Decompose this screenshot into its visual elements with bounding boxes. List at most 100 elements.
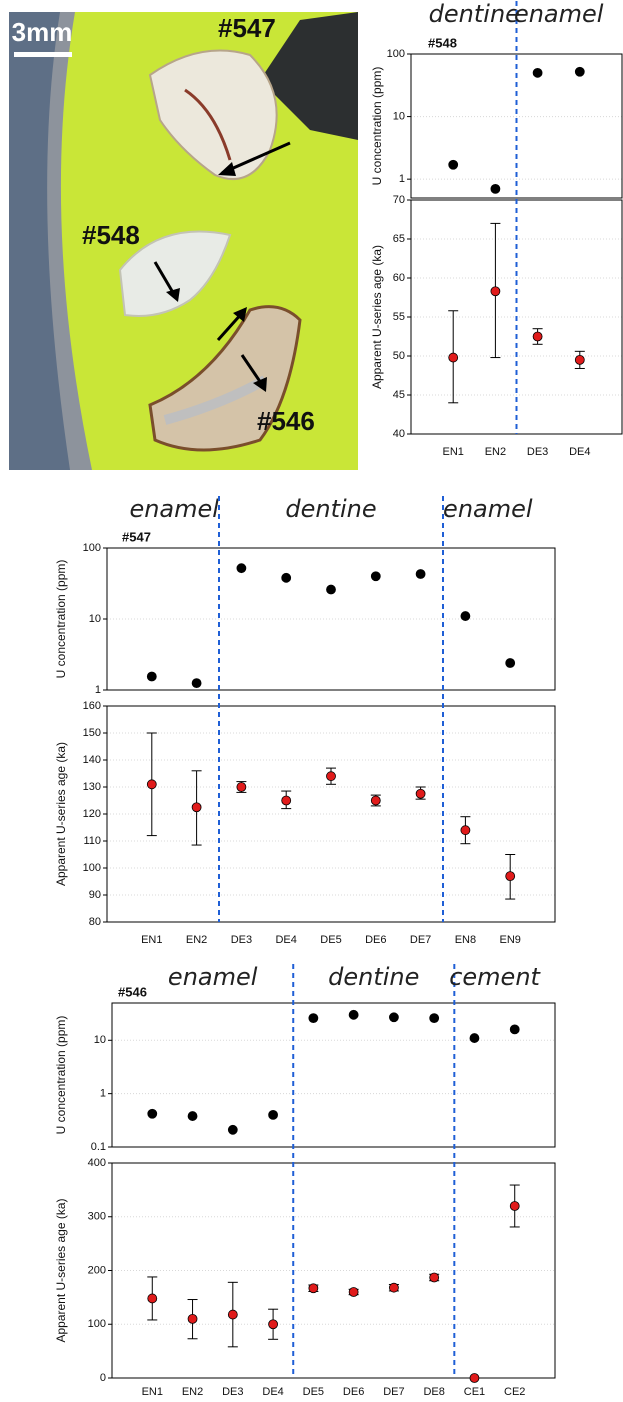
y-tick-label: 40: [393, 428, 405, 440]
data-point: [460, 825, 471, 836]
y-tick-label: 1: [100, 1088, 106, 1100]
data-point: [505, 871, 516, 881]
data-point: [505, 658, 516, 668]
y-tick-label: 400: [88, 1157, 106, 1169]
data-point: [326, 584, 336, 595]
data-point: [532, 67, 543, 78]
data-point: [415, 569, 426, 579]
x-tick-label: DE7: [410, 934, 431, 946]
data-point: [236, 782, 247, 792]
data-point: [370, 795, 381, 806]
region-label: enamel: [168, 963, 258, 991]
plot-frame: [410, 53, 623, 199]
data-point: [389, 1012, 399, 1023]
y-axis-label: U concentration (ppm): [54, 560, 68, 679]
y-axis-label: Apparent U-series age (ka): [54, 1198, 68, 1342]
y-tick-label: 1: [399, 173, 405, 185]
data-point: [509, 1024, 520, 1035]
y-tick-label: 120: [83, 808, 101, 820]
data-point: [348, 1009, 359, 1020]
x-tick-label: EN1: [141, 934, 162, 946]
region-label: enamel: [443, 495, 533, 523]
chart-title: #546: [118, 984, 147, 999]
data-point: [191, 678, 202, 689]
data-point: [227, 1124, 238, 1135]
x-tick-label: DE4: [262, 1386, 283, 1398]
y-tick-label: 160: [83, 700, 101, 712]
y-tick-label: 65: [393, 233, 405, 245]
region-label: enamel: [514, 0, 604, 28]
data-point: [469, 1033, 480, 1043]
y-axis-label: U concentration (ppm): [370, 67, 384, 186]
y-tick-label: 100: [387, 48, 405, 60]
y-tick-label: 100: [83, 862, 101, 874]
data-point: [187, 1313, 198, 1324]
data-point: [308, 1013, 319, 1024]
data-point: [574, 66, 585, 77]
y-tick-label: 90: [89, 889, 101, 901]
data-point: [191, 802, 202, 813]
region-label: cement: [449, 963, 541, 991]
data-point: [146, 779, 157, 790]
chart-title: #548: [428, 35, 457, 50]
specimen-label: #548: [82, 220, 140, 250]
data-point: [236, 563, 247, 574]
y-tick-label: 45: [393, 389, 405, 401]
y-tick-label: 70: [393, 194, 405, 206]
x-tick-label: DE8: [423, 1386, 444, 1398]
x-tick-label: EN2: [182, 1386, 203, 1398]
data-point: [415, 788, 426, 799]
y-tick-label: 55: [393, 311, 405, 323]
data-point: [460, 611, 471, 621]
x-tick-label: DE5: [303, 1386, 324, 1398]
x-tick-label: EN2: [186, 934, 207, 946]
specimen-label: #546: [257, 406, 315, 436]
data-point: [389, 1282, 399, 1293]
x-tick-label: EN9: [499, 934, 520, 946]
region-label: dentine: [285, 495, 376, 523]
y-axis-label: Apparent U-series age (ka): [54, 742, 68, 886]
data-point: [146, 671, 157, 682]
data-point: [326, 771, 336, 782]
y-tick-label: 150: [83, 727, 101, 739]
data-point: [490, 183, 501, 194]
y-tick-label: 100: [83, 542, 101, 554]
y-axis-label: U concentration (ppm): [54, 1016, 68, 1135]
y-tick-label: 100: [88, 1318, 106, 1330]
x-tick-label: DE6: [365, 934, 386, 946]
data-point: [469, 1373, 480, 1383]
x-tick-label: DE3: [222, 1386, 243, 1398]
x-tick-label: DE6: [343, 1386, 364, 1398]
y-tick-label: 10: [94, 1034, 106, 1046]
x-tick-label: DE3: [231, 934, 252, 946]
data-point: [281, 572, 292, 583]
plot-frame: [106, 705, 556, 923]
x-tick-label: DE3: [527, 446, 548, 458]
region-label: dentine: [328, 963, 419, 991]
specimen-label: #547: [218, 13, 276, 43]
data-point: [147, 1293, 158, 1304]
x-tick-label: EN1: [142, 1386, 163, 1398]
chart-title: #547: [122, 529, 151, 544]
data-point: [147, 1108, 158, 1119]
x-tick-label: DE5: [320, 934, 341, 946]
data-point: [448, 159, 459, 170]
data-point: [227, 1309, 238, 1320]
y-axis-label: Apparent U-series age (ka): [370, 245, 384, 389]
data-point: [509, 1201, 520, 1211]
y-tick-label: 1: [95, 684, 101, 696]
x-tick-label: CE2: [504, 1386, 525, 1398]
data-point: [348, 1287, 359, 1297]
y-tick-label: 200: [88, 1264, 106, 1276]
data-point: [281, 795, 292, 806]
data-point: [574, 354, 585, 365]
y-tick-label: 140: [83, 754, 101, 766]
data-point: [429, 1013, 440, 1024]
x-tick-label: DE4: [569, 446, 590, 458]
data-point: [308, 1283, 319, 1294]
photo: 3mm #547 #548 #546: [9, 12, 358, 470]
y-tick-label: 300: [88, 1211, 106, 1223]
data-point: [532, 331, 543, 342]
x-tick-label: EN8: [455, 934, 476, 946]
